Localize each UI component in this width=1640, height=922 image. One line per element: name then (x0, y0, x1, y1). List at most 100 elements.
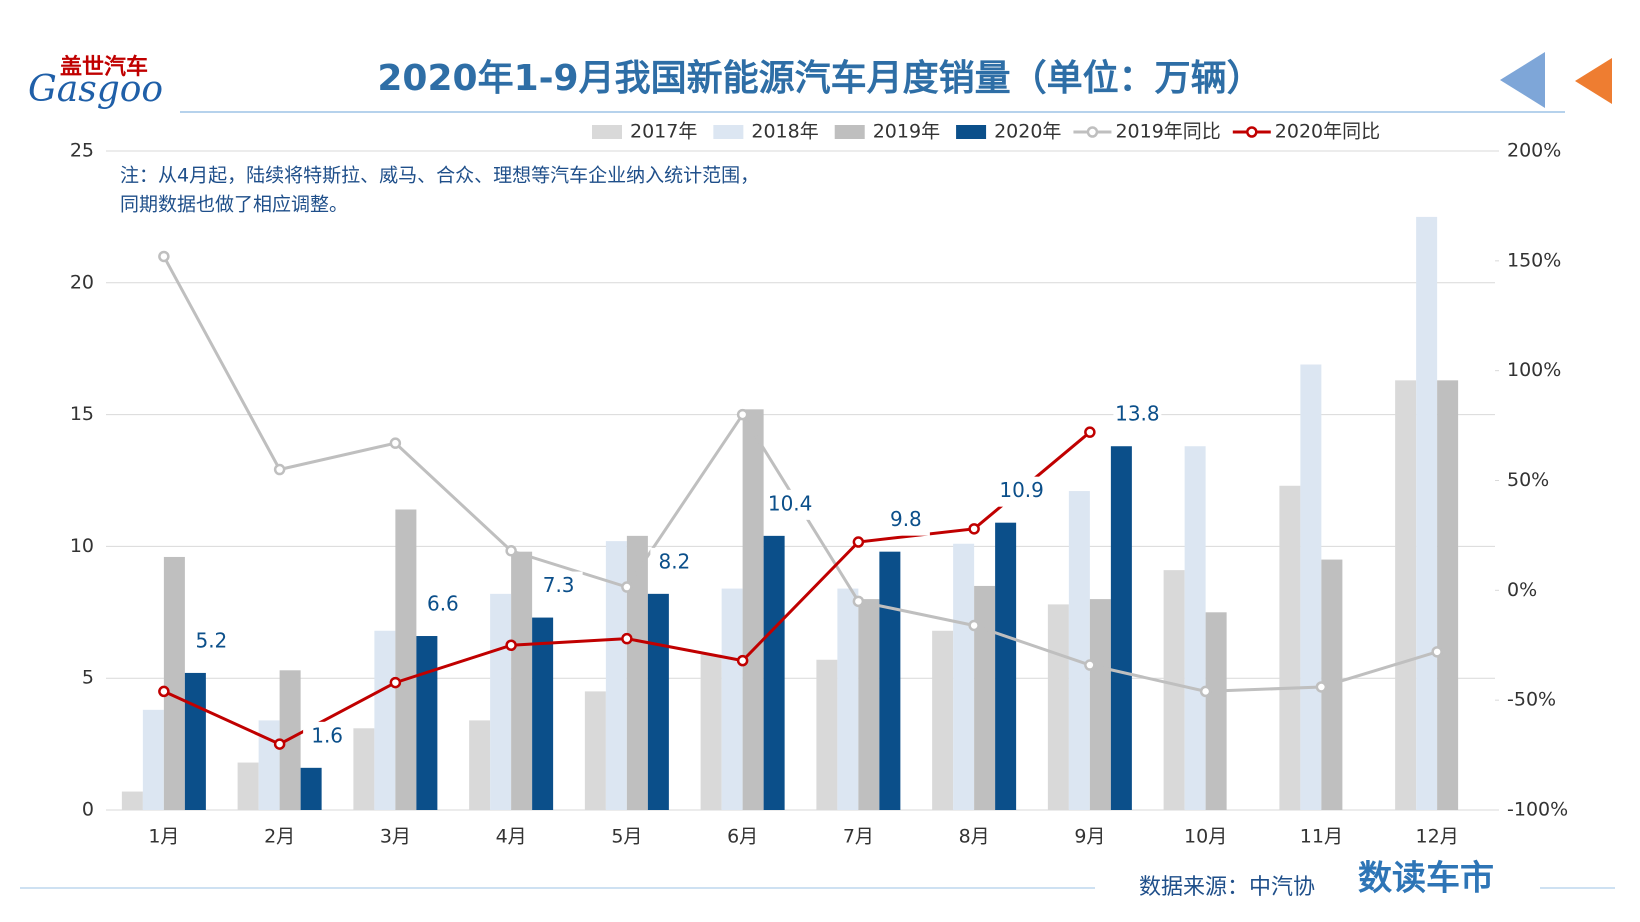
bar (300, 767, 322, 810)
arrow-icon (1575, 58, 1612, 104)
bar (1437, 380, 1459, 810)
legend-marker (1086, 126, 1099, 138)
bar (121, 791, 143, 810)
bar (353, 728, 375, 810)
data-label: 13.8 (1115, 402, 1160, 426)
bar (1184, 446, 1206, 810)
y2-tick-label: 150% (1507, 249, 1561, 271)
bar (1163, 570, 1185, 810)
data-label: 6.6 (427, 592, 459, 616)
data-label: 7.3 (543, 573, 575, 597)
legend-label: 2020年 (994, 121, 1061, 143)
y-tick-label: 15 (70, 403, 94, 425)
bar (647, 593, 669, 810)
bar (395, 509, 417, 810)
data-label: 5.2 (195, 628, 227, 652)
bar (995, 522, 1017, 810)
bar (816, 659, 838, 810)
legend-label: 2018年 (751, 121, 818, 143)
bar (1416, 216, 1438, 810)
y-tick-label: 25 (70, 140, 94, 162)
bar (626, 535, 648, 810)
bar (974, 585, 996, 810)
bar (837, 588, 859, 810)
note: 同期数据也做了相应调整。 (120, 194, 348, 216)
chart-title: 2020年1-9月我国新能源汽车月度销量（单位：万辆） (377, 58, 1262, 99)
bar (469, 720, 491, 810)
label-box (650, 547, 699, 578)
label-box (997, 476, 1046, 507)
line-marker (273, 738, 286, 750)
bar (1047, 604, 1069, 810)
bar (879, 551, 901, 810)
label-box (881, 505, 930, 536)
label-box (766, 489, 815, 520)
data-label: 10.4 (768, 491, 813, 515)
line-marker (1199, 685, 1212, 698)
x-tick-label: 4月 (496, 826, 527, 848)
bar (605, 541, 627, 810)
bar (258, 720, 280, 810)
y2-tick-label: 0% (1507, 579, 1537, 601)
x-tick-label: 2月 (264, 826, 295, 848)
x-tick-label: 7月 (843, 826, 874, 848)
logo-en: Gasgoo (28, 69, 163, 110)
bar (763, 535, 785, 810)
bar (584, 691, 606, 810)
line-marker (1431, 646, 1443, 658)
line-marker (505, 639, 517, 651)
logo-cn: 盖世汽车 (60, 54, 148, 80)
bar (932, 630, 954, 810)
brand: 数读车市 (1358, 859, 1494, 899)
bar (700, 654, 722, 810)
y2-tick-label: 200% (1507, 140, 1561, 162)
data-label: 10.9 (999, 478, 1044, 502)
x-tick-label: 10月 (1184, 826, 1227, 848)
label-box (1113, 400, 1162, 431)
bar (184, 672, 206, 810)
label-box (187, 626, 236, 657)
bar (1395, 380, 1417, 810)
line-marker (158, 685, 170, 698)
bar (721, 588, 743, 810)
line-marker (852, 536, 865, 548)
legend-swatch (713, 125, 744, 139)
legend-swatch (592, 125, 622, 139)
bar (1110, 446, 1132, 810)
y-tick-label: 20 (70, 271, 94, 293)
line-marker (1315, 681, 1328, 693)
x-tick-label: 11月 (1300, 826, 1343, 848)
bar (1279, 485, 1301, 810)
line-marker (736, 654, 749, 667)
bar (1068, 491, 1090, 810)
bar (142, 709, 164, 810)
y-tick-label: 10 (70, 535, 94, 557)
bar (374, 630, 396, 810)
line-marker (621, 581, 633, 593)
legend-label: 2020年同比 (1275, 121, 1380, 143)
arrow-icon (1500, 52, 1545, 108)
data-label: 9.8 (890, 507, 922, 531)
source: 数据来源：中汽协 (1139, 875, 1315, 900)
line-marker (736, 408, 749, 421)
x-tick-label: 8月 (959, 826, 990, 848)
bar (858, 599, 880, 810)
bar (1089, 599, 1111, 810)
legend-marker (1246, 126, 1258, 138)
legend-swatch (834, 125, 865, 139)
note: 注：从4月起，陆续将特斯拉、威马、合众、理想等汽车企业纳入统计范围， (120, 165, 759, 187)
line-marker (1084, 659, 1096, 671)
legend-swatch (956, 125, 987, 139)
bar (1205, 612, 1227, 810)
bar (1300, 364, 1322, 810)
bar (511, 551, 533, 810)
line-marker (968, 523, 980, 535)
label-box (534, 571, 583, 602)
legend-label: 2017年 (630, 121, 697, 143)
y2-tick-label: -100% (1507, 799, 1568, 821)
label-box (303, 721, 352, 752)
y-tick-label: 0 (82, 799, 94, 821)
x-tick-label: 9月 (1074, 826, 1105, 848)
line-marker (273, 463, 286, 476)
